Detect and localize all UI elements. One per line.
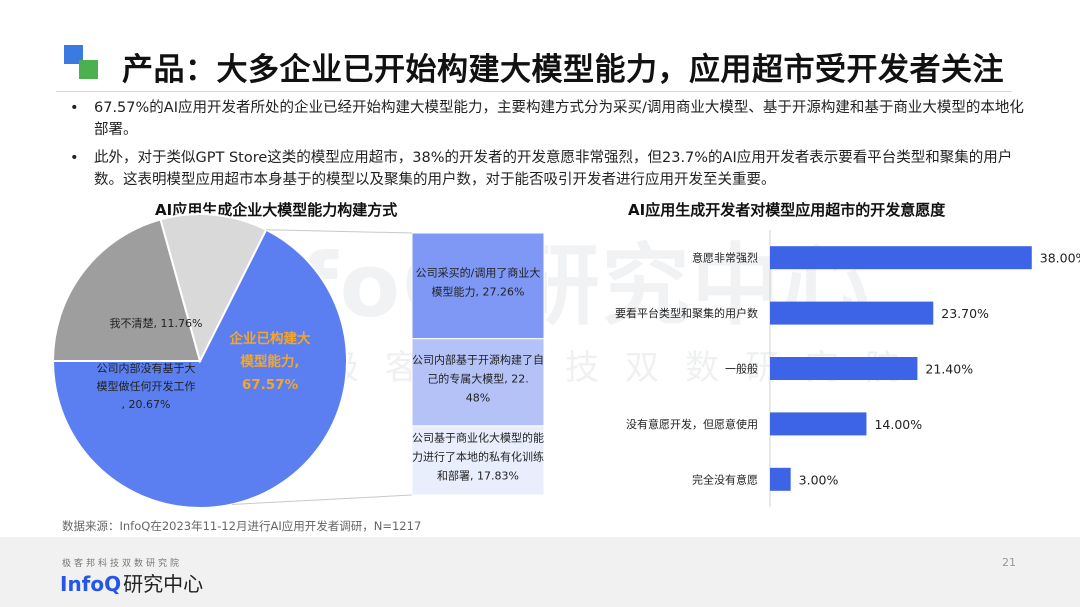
page-title: 产品：大多企业已开始构建大模型能力，应用超市受开发者关注 <box>122 52 1004 88</box>
footer-brand-cn: 研究中心 <box>123 572 204 596</box>
footer-bar <box>0 537 1080 607</box>
bar-category-label-0: 意愿非常强烈 <box>692 251 758 265</box>
connector-line-bottom <box>232 494 413 505</box>
connector-line-top <box>266 229 413 234</box>
bar-category-label-4: 完全没有意愿 <box>692 472 758 486</box>
title-divider <box>56 91 1012 92</box>
footer-brand-en: InfoQ <box>60 572 122 596</box>
bar-category-label-3: 没有意愿开发，但愿意使用 <box>626 417 758 431</box>
footer-org: 极客邦科技双数研究院 <box>62 559 183 569</box>
bar-value-label-3: 14.00% <box>874 417 922 432</box>
bar-1 <box>770 301 934 325</box>
footer-brand: InfoQ 研究中心 <box>60 568 203 597</box>
data-source-note: 数据来源：InfoQ在2023年11-12月进行AI应用开发者调研，N=1217 <box>62 519 422 533</box>
pie-slice-0 <box>51 228 348 509</box>
pie-slice-1 <box>51 218 202 362</box>
bar-value-label-1: 23.70% <box>941 306 989 321</box>
bullet-list: 67.57%的AI应用开发者所处的企业已经开始构建大模型能力，主要构建方式分为采… <box>70 97 1030 197</box>
bar-chart: 意愿非常强烈 38.00% 要看平台类型和聚集的用户数 23.70% 一般般 21.40%… <box>615 230 1080 507</box>
logo-green-square <box>79 60 98 79</box>
pie-slice-label-0: 企业已构建大模型能力, 67.57% <box>229 330 311 393</box>
bar-category-label-2: 一般般 <box>725 363 758 376</box>
bar-value-label-4: 3.00% <box>799 472 839 487</box>
breakdown-label-1: 公司内部基于开源构建了自己的专属大模型, 22. 48% <box>412 352 544 404</box>
breakdown-segment-2 <box>411 425 545 496</box>
bar-chart-title: AI应用生成开发者对模型应用超市的开发意愿度 <box>628 201 946 219</box>
breakdown-segment-0 <box>411 232 545 340</box>
bullet-item: 此外，对于类似GPT Store这类的模型应用超市，38%的开发者的开发意愿非常… <box>70 147 1030 191</box>
bar-value-label-2: 21.40% <box>925 362 973 377</box>
bar-0 <box>770 246 1032 270</box>
bar-value-label-0: 38.00% <box>1040 251 1080 266</box>
title-logo-icon <box>64 45 98 79</box>
logo-blue-square <box>64 45 83 64</box>
breakdown-segment-1 <box>411 338 545 427</box>
bullet-item: 67.57%的AI应用开发者所处的企业已经开始构建大模型能力，主要构建方式分为采… <box>70 97 1030 141</box>
pie-slice-label-2: 我不清楚, 11.76% <box>110 316 203 330</box>
pie-slice-2 <box>159 213 268 364</box>
bar-3 <box>770 412 867 436</box>
pie-chart: 企业已构建大模型能力, 67.57% 公司内部没有基于大模型做任何开发工作, 20.… <box>51 213 545 509</box>
bar-2 <box>770 357 918 380</box>
pie-slice-label-1: 公司内部没有基于大模型做任何开发工作, 20.67% <box>97 361 196 411</box>
breakdown-label-2: 公司基于商业化大模型的能力进行了本地的私有化训练和部署, 17.83% <box>412 430 544 482</box>
breakdown-label-0: 公司采买的/调用了商业大模型能力, 27.26% <box>416 265 541 298</box>
bar-4 <box>770 467 791 491</box>
page-number: 21 <box>1002 556 1016 569</box>
bar-category-label-1: 要看平台类型和聚集的用户数 <box>615 306 758 320</box>
